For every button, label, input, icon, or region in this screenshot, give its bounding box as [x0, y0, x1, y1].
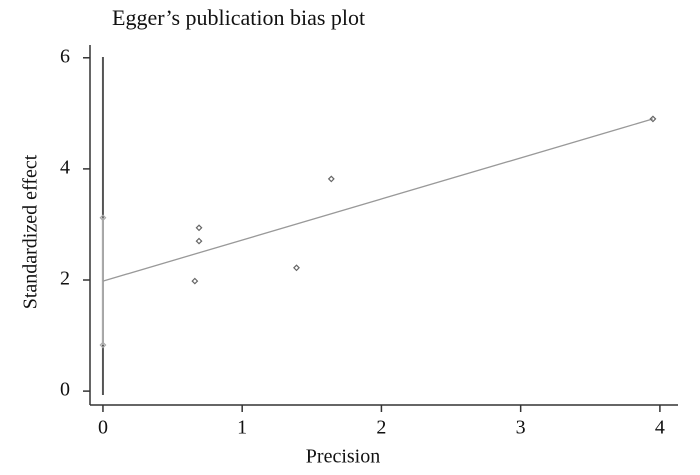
- y-tick-label: 6: [60, 45, 70, 67]
- x-tick-label: 0: [98, 417, 108, 439]
- ci-point: [99, 214, 107, 222]
- x-axis-label: Precision: [306, 446, 380, 468]
- x-tick-label: 3: [516, 417, 526, 439]
- ci-point: [99, 341, 107, 349]
- y-tick-label: 2: [60, 268, 70, 290]
- point: [191, 277, 199, 285]
- chart-title: Egger’s publication bias plot: [112, 5, 365, 30]
- y-tick-label: 4: [60, 156, 70, 178]
- point: [293, 264, 300, 272]
- point: [327, 175, 335, 183]
- x-tick-label: 2: [376, 417, 386, 439]
- x-tick-label: 1: [237, 417, 247, 439]
- x-tick-label: 4: [655, 417, 665, 439]
- y-axis-label: Standardized effect: [20, 154, 42, 309]
- fit-line: [102, 118, 654, 282]
- point: [195, 224, 203, 232]
- y-tick-label: 0: [60, 379, 70, 401]
- point: [649, 115, 657, 123]
- point: [195, 237, 203, 245]
